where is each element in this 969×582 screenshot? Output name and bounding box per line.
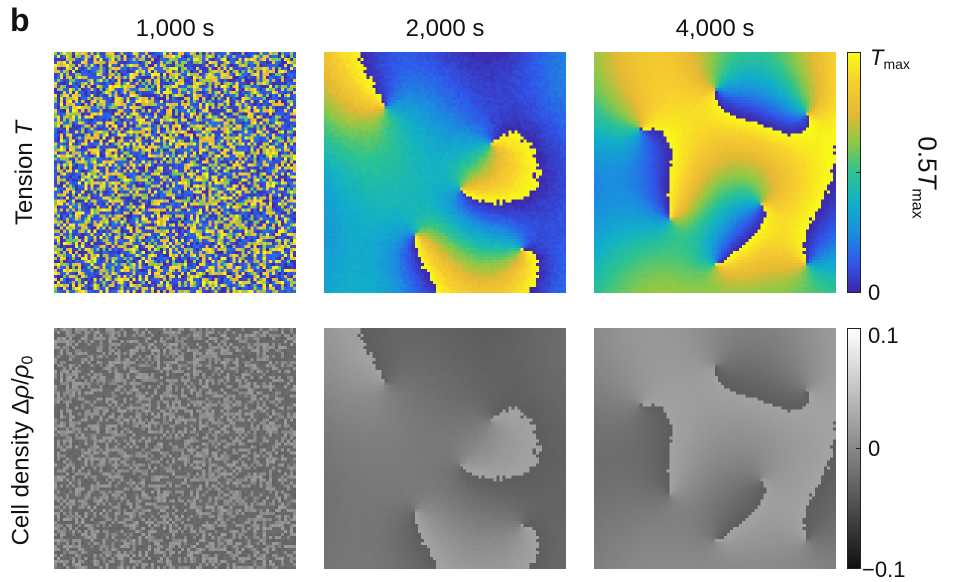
tension-map-1000s: [54, 52, 296, 293]
density-colorbar-mid-tick: [856, 448, 861, 449]
density-colorbar-min-label: −0.1: [862, 557, 906, 582]
row-label-cell-density: Cell density Δρ/ρ0: [7, 355, 37, 546]
tension-map-2000s: [324, 52, 566, 293]
column-title-4000s: 4,000 s: [675, 15, 755, 42]
tension-colorbar-mid-label: 0.5Tmax: [908, 136, 943, 219]
tension-colorbar-max-label: Tmax: [870, 45, 910, 73]
density-map-4000s: [594, 328, 836, 569]
tension-colorbar-zero-label: 0: [868, 280, 881, 305]
column-title-2000s: 2,000 s: [405, 15, 485, 42]
column-title-1000s: 1,000 s: [135, 15, 215, 42]
tension-map-4000s: [594, 52, 836, 293]
density-colorbar-mid-label: 0: [868, 436, 881, 461]
tension-colorbar-mid-tick: [856, 172, 861, 173]
panel-letter: b: [10, 2, 30, 38]
row-label-tension: Tension T: [11, 120, 38, 226]
density-colorbar-max-label: 0.1: [868, 323, 899, 348]
density-map-1000s: [54, 328, 296, 569]
density-map-2000s: [324, 328, 566, 569]
